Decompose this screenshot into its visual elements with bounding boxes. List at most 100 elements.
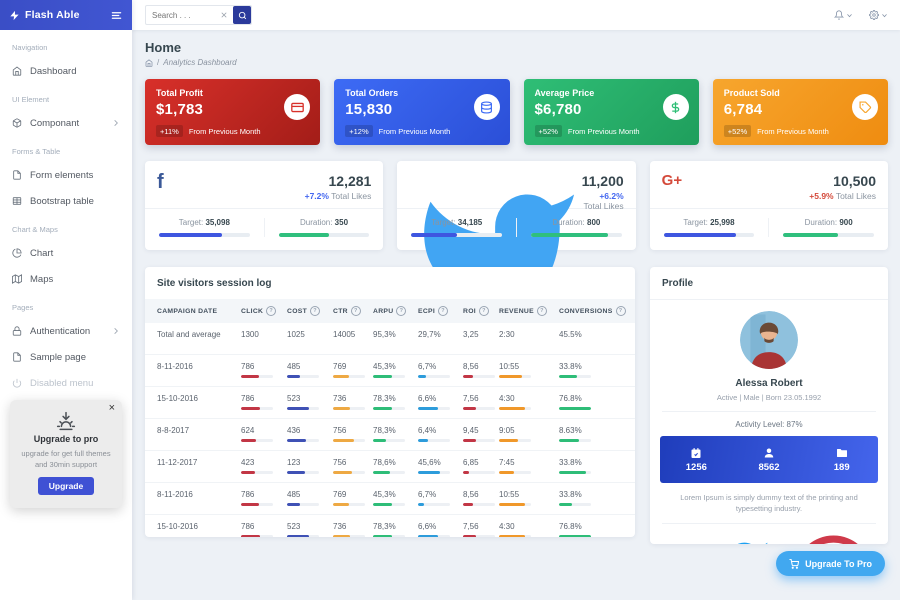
table-row: 11-12-2017 423 123 756 78,6% 45,6% 6,85 7:45 33.… xyxy=(145,451,635,483)
close-icon[interactable]: × xyxy=(108,402,115,414)
stat-delta-badge: +52% xyxy=(723,125,752,137)
cell-campaign-date: 8-8-2017 xyxy=(157,426,190,435)
breadcrumb-current[interactable]: Analytics Dashboard xyxy=(163,58,237,67)
upgrade-button[interactable]: Upgrade xyxy=(37,476,95,495)
help-icon[interactable]: ? xyxy=(350,306,361,316)
fab-label: Upgrade To Pro xyxy=(805,558,872,569)
stat-delta-badge: +11% xyxy=(156,125,183,137)
cell-arpu: 78,6% xyxy=(373,458,418,482)
sidebar-item-maps[interactable]: Maps xyxy=(0,266,132,292)
cell-ctr: 756 xyxy=(333,458,373,482)
stat-note: From Previous Month xyxy=(188,126,261,136)
profile-stat-value: 1256 xyxy=(685,461,707,473)
table-row: 8-11-2016 786 485 769 45,3% 6,7% 8,56 10:55 33.8… xyxy=(145,355,635,387)
cell-click: 624 xyxy=(241,426,287,450)
mini-progress-bar xyxy=(241,471,273,474)
column-header-roi: ROI? xyxy=(463,306,499,316)
mini-progress-bar xyxy=(333,535,365,537)
dollar-icon xyxy=(662,94,689,120)
file-icon xyxy=(12,352,22,362)
mini-progress-bar xyxy=(559,439,591,442)
stat-label: Average Price xyxy=(534,88,595,98)
cell-click: 423 xyxy=(241,458,287,482)
mini-progress-bar xyxy=(333,471,365,474)
social-total: 10,500 xyxy=(833,173,876,189)
profile-stat-calendar: 1256 xyxy=(660,436,733,483)
help-icon[interactable]: ? xyxy=(310,306,321,316)
mini-progress-bar xyxy=(418,407,450,410)
help-icon[interactable]: ? xyxy=(266,306,277,316)
social-card-google-plus: G+ 10,500 +5.9% Total Likes Target: 25,9… xyxy=(649,161,888,250)
sidebar-item-chart[interactable]: Chart xyxy=(0,240,132,266)
mini-progress-bar xyxy=(373,407,405,410)
mini-progress-bar xyxy=(287,503,319,506)
stat-note: From Previous Month xyxy=(757,126,829,136)
google-plus-icon: G+ xyxy=(661,172,683,189)
mini-progress-bar xyxy=(333,407,365,410)
sidebar-item-label: Componant xyxy=(30,117,80,129)
sidebar-item-form-elements[interactable]: Form elements xyxy=(0,162,132,188)
gear-icon xyxy=(869,10,879,20)
duration-progress-bar xyxy=(531,233,622,237)
sidebar-item-label: Bootstrap table xyxy=(30,195,94,207)
cell-ecpi: 45,6% xyxy=(418,458,463,482)
help-icon[interactable]: ? xyxy=(536,306,547,316)
mini-progress-bar xyxy=(241,407,273,410)
sidebar-item-label: Disabled menu xyxy=(30,377,94,389)
cell-cost: 485 xyxy=(287,362,333,386)
duration-progress-bar xyxy=(783,233,874,237)
box-icon xyxy=(12,118,22,128)
home-icon xyxy=(12,66,22,76)
help-icon[interactable]: ? xyxy=(478,306,489,316)
mini-progress-bar xyxy=(463,407,495,410)
stat-label: Total Profit xyxy=(156,88,203,98)
stat-value: $6,780 xyxy=(534,101,582,118)
upgrade-to-pro-fab[interactable]: Upgrade To Pro xyxy=(776,551,885,576)
stat-value: 6,784 xyxy=(723,101,763,118)
table-row: 15-10-2016 786 523 736 78,3% 6,6% 7,56 4:30 76.8… xyxy=(145,515,635,537)
search-button[interactable] xyxy=(233,6,251,24)
nav-section-forms-table: Forms & Table xyxy=(12,147,61,156)
sidebar-item-label: Maps xyxy=(30,273,54,285)
breadcrumb-separator: / xyxy=(157,58,160,67)
stat-value: $1,783 xyxy=(156,101,204,118)
cell-cost: 523 xyxy=(287,394,333,418)
help-icon[interactable]: ? xyxy=(396,306,407,316)
avatar xyxy=(740,311,798,369)
sidebar-item-bootstrap-table[interactable]: Bootstrap table xyxy=(0,188,132,214)
search-box xyxy=(145,5,252,25)
calendar-icon xyxy=(690,447,702,459)
profile-meta: Active | Male | Born 23.05.1992 xyxy=(716,393,822,402)
help-icon[interactable]: ? xyxy=(438,306,449,316)
search-input[interactable] xyxy=(146,10,220,20)
clear-search-icon[interactable] xyxy=(220,11,228,19)
sidebar-item-sample-page[interactable]: Sample page xyxy=(0,344,132,370)
dribbble-icon[interactable] xyxy=(791,532,876,544)
settings-dropdown[interactable] xyxy=(869,10,888,20)
home-icon[interactable] xyxy=(145,58,153,67)
cell-revenue: 10:55 xyxy=(499,362,559,386)
sidebar-item-label: Dashboard xyxy=(30,65,77,77)
column-header-ecpi: ECPI? xyxy=(418,306,463,316)
cell-ecpi: 6,4% xyxy=(418,426,463,450)
help-icon[interactable]: ? xyxy=(615,306,626,316)
sidebar-item-componant[interactable]: Componant xyxy=(0,110,132,136)
cart-icon xyxy=(789,558,800,569)
sidebar-item-dashboard[interactable]: Dashboard xyxy=(0,58,132,84)
notifications-dropdown[interactable] xyxy=(834,10,853,20)
mini-progress-bar xyxy=(287,375,319,378)
sidebar-item-label: Authentication xyxy=(30,325,91,337)
menu-toggle-icon[interactable] xyxy=(110,10,123,21)
upgrade-popup: × Upgrade to pro upgrade for get full th… xyxy=(10,400,122,508)
mini-progress-bar xyxy=(333,439,365,442)
cell-revenue: 2:30 xyxy=(499,330,515,339)
sidebar-item-authentication[interactable]: Authentication xyxy=(0,318,132,344)
stat-value: 15,830 xyxy=(345,101,393,118)
stat-footer: +52% From Previous Month xyxy=(723,125,829,137)
cell-conversions: 76.8% xyxy=(559,522,623,537)
sidebar: Flash Able Navigation Dashboard UI Eleme… xyxy=(0,0,132,600)
twitter-icon[interactable] xyxy=(686,532,771,544)
breadcrumb: / Analytics Dashboard xyxy=(145,58,888,67)
cell-campaign-date: 8-11-2016 xyxy=(157,362,193,371)
nav-section-pages: Pages xyxy=(12,303,34,312)
